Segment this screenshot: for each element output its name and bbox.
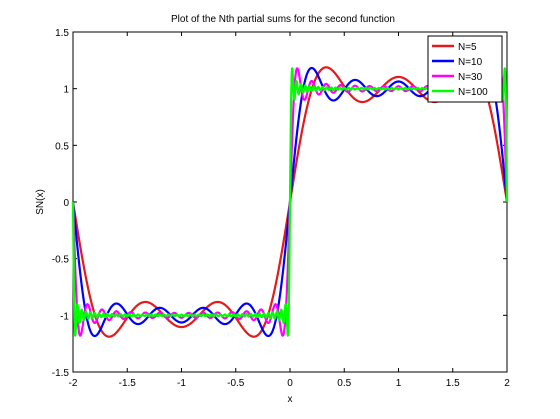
x-tick-label: 1 xyxy=(396,378,402,389)
x-tick-label: 0.5 xyxy=(337,378,351,389)
x-tick-label: -1 xyxy=(177,378,186,389)
legend-label: N=5 xyxy=(458,42,477,53)
x-tick-label: 2 xyxy=(504,378,510,389)
y-axis-label: SN(x) xyxy=(35,189,46,215)
legend-label: N=100 xyxy=(458,87,488,98)
x-tick-label: -2 xyxy=(69,378,78,389)
x-tick-label: -1.5 xyxy=(119,378,137,389)
x-axis-label: x xyxy=(288,394,293,405)
legend-label: N=10 xyxy=(458,57,483,68)
y-tick-label: -0.5 xyxy=(52,255,70,266)
x-tick-label: 0 xyxy=(287,378,293,389)
y-tick-label: -1 xyxy=(60,311,69,322)
legend-label: N=30 xyxy=(458,72,483,83)
x-axis-ticks: -2 -1.5 -1 -0.5 0 0.5 1 1.5 2 xyxy=(69,32,510,389)
chart-title: Plot of the Nth partial sums for the sec… xyxy=(171,14,395,25)
y-tick-label: 1 xyxy=(63,85,69,96)
legend: N=5 N=10 N=30 N=100 xyxy=(427,35,503,103)
y-tick-label: 1.5 xyxy=(55,28,69,39)
y-tick-label: -1.5 xyxy=(52,368,70,379)
y-tick-label: 0 xyxy=(63,198,69,209)
x-tick-label: 1.5 xyxy=(446,378,460,389)
x-tick-label: -0.5 xyxy=(227,378,245,389)
y-tick-label: 0.5 xyxy=(55,141,69,152)
